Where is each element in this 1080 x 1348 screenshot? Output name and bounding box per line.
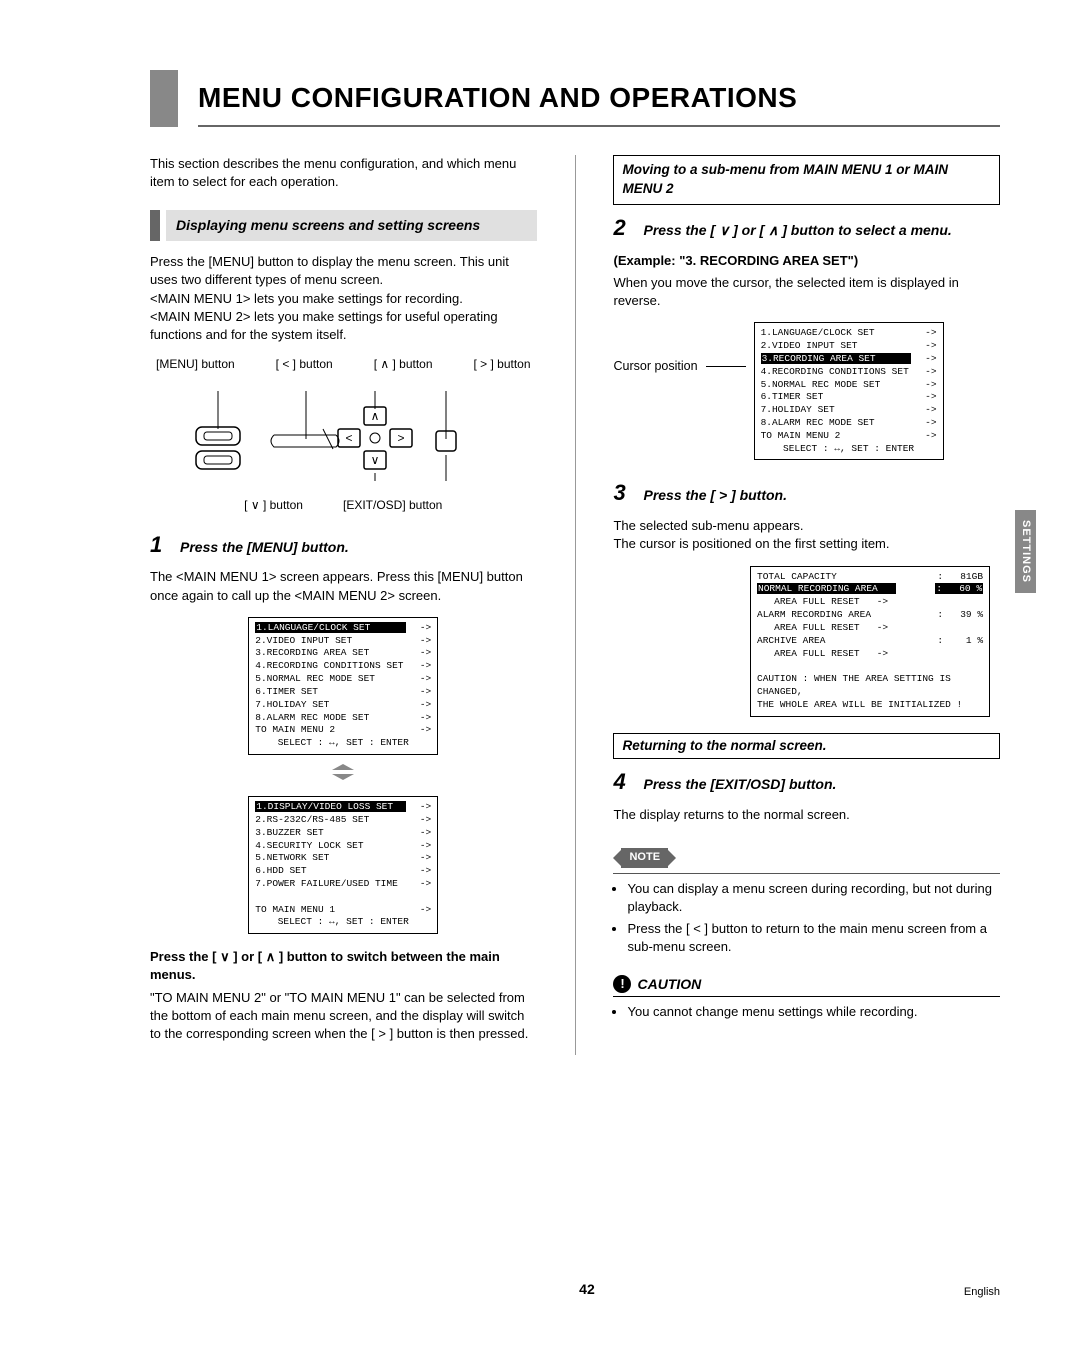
sub-box-returning: Returning to the normal screen. <box>613 733 1000 760</box>
up-button-label: [ ∧ ] button <box>374 356 433 373</box>
section-accent-bar <box>150 210 160 242</box>
note-left-cap-icon <box>613 850 621 866</box>
section1-para: Press the [MENU] button to display the m… <box>150 253 537 344</box>
intro-text: This section describes the menu configur… <box>150 155 537 191</box>
caution-list: You cannot change menu settings while re… <box>627 1003 1000 1021</box>
main-menu-1-cursor-screen: 1.LANGUAGE/CLOCK SET->2.VIDEO INPUT SET-… <box>754 322 944 460</box>
step-3-text: Press the [ > ] button. <box>643 486 787 506</box>
svg-text:∧: ∧ <box>371 409 380 423</box>
main-menu-1-screen: 1.LANGUAGE/CLOCK SET ->2.VIDEO INPUT SET… <box>248 617 438 755</box>
right-button-label: [ > ] button <box>473 356 530 373</box>
step-4-number: 4 <box>613 767 631 798</box>
page-title: MENU CONFIGURATION AND OPERATIONS <box>198 70 1000 127</box>
main-menu-2-screen: 1.DISPLAY/VIDEO LOSS SET ->2.RS-232C/RS-… <box>248 796 438 934</box>
note-item: You can display a menu screen during rec… <box>627 880 1000 916</box>
step-2: 2 Press the [ ∨ ] or [ ∧ ] button to sel… <box>613 213 1000 244</box>
step-1-para: The <MAIN MENU 1> screen appears. Press … <box>150 568 537 604</box>
note-list: You can display a menu screen during rec… <box>627 880 1000 957</box>
button-diagram: [MENU] button [ < ] button [ ∧ ] button … <box>150 356 537 514</box>
cursor-pointer-line <box>706 366 746 367</box>
remote-buttons-svg: ∧ < > ∨ <box>178 385 508 485</box>
step-2-number: 2 <box>613 213 631 244</box>
switch-para: "TO MAIN MENU 2" or "TO MAIN MENU 1" can… <box>150 989 537 1044</box>
recording-area-set-screen: TOTAL CAPACITY: 81GBNORMAL RECORDING ARE… <box>750 566 990 717</box>
cursor-position-row: Cursor position 1.LANGUAGE/CLOCK SET->2.… <box>613 322 1000 460</box>
section-heading-display: Displaying menu screens and setting scre… <box>150 210 537 242</box>
note-item: Press the [ < ] button to return to the … <box>627 920 1000 956</box>
column-divider <box>575 155 576 1055</box>
cursor-position-label: Cursor position <box>613 358 697 376</box>
step-1: 1 Press the [MENU] button. <box>150 530 537 561</box>
left-column: This section describes the menu configur… <box>150 155 537 1055</box>
step-1-number: 1 <box>150 530 168 561</box>
language-label: English <box>964 1285 1000 1300</box>
caution-separator <box>613 996 1000 997</box>
page-number: 42 <box>210 1280 964 1300</box>
two-column-layout: This section describes the menu configur… <box>150 155 1000 1055</box>
page-footer: 42 English <box>150 1280 1000 1300</box>
side-tab-settings: SETTINGS <box>1015 510 1036 593</box>
button-labels-row-bottom: [ ∨ ] button [EXIT/OSD] button <box>156 497 531 514</box>
exit-button-label: [EXIT/OSD] button <box>343 497 442 514</box>
caution-label: CAUTION <box>637 975 701 995</box>
left-button-label: [ < ] button <box>276 356 333 373</box>
note-label: NOTE <box>613 848 676 867</box>
step-4-text: Press the [EXIT/OSD] button. <box>643 775 836 795</box>
step-2-example: (Example: "3. RECORDING AREA SET") <box>613 252 1000 270</box>
step-2-text: Press the [ ∨ ] or [ ∧ ] button to selec… <box>643 221 951 241</box>
step-3-number: 3 <box>613 478 631 509</box>
caution-item: You cannot change menu settings while re… <box>627 1003 1000 1021</box>
caution-heading: ! CAUTION <box>613 975 1000 995</box>
right-column: Moving to a sub-menu from MAIN MENU 1 or… <box>613 155 1000 1055</box>
step-4-para: The display returns to the normal screen… <box>613 806 1000 824</box>
svg-text:<: < <box>346 431 353 445</box>
step-3: 3 Press the [ > ] button. <box>613 478 1000 509</box>
title-bar: MENU CONFIGURATION AND OPERATIONS <box>150 70 1000 127</box>
step-4: 4 Press the [EXIT/OSD] button. <box>613 767 1000 798</box>
section-heading-text: Displaying menu screens and setting scre… <box>166 210 537 242</box>
note-separator <box>613 873 1000 874</box>
note-tag: NOTE <box>621 848 668 867</box>
double-arrow-icon <box>150 763 537 788</box>
svg-text:∨: ∨ <box>371 453 380 467</box>
caution-icon: ! <box>613 975 631 993</box>
switch-heading: Press the [ ∨ ] or [ ∧ ] button to switc… <box>150 948 537 984</box>
step-1-text: Press the [MENU] button. <box>180 538 349 558</box>
menu-button-label: [MENU] button <box>156 356 235 373</box>
button-labels-row: [MENU] button [ < ] button [ ∧ ] button … <box>156 356 531 373</box>
svg-text:>: > <box>398 431 405 445</box>
down-button-label: [ ∨ ] button <box>244 497 303 514</box>
sub-box-moving: Moving to a sub-menu from MAIN MENU 1 or… <box>613 155 1000 205</box>
title-accent-block <box>150 70 178 127</box>
step-2-para: When you move the cursor, the selected i… <box>613 274 1000 310</box>
page: MENU CONFIGURATION AND OPERATIONS This s… <box>0 0 1080 1348</box>
note-arrow-icon <box>668 850 676 866</box>
step-3-para: The selected sub-menu appears. The curso… <box>613 517 1000 553</box>
